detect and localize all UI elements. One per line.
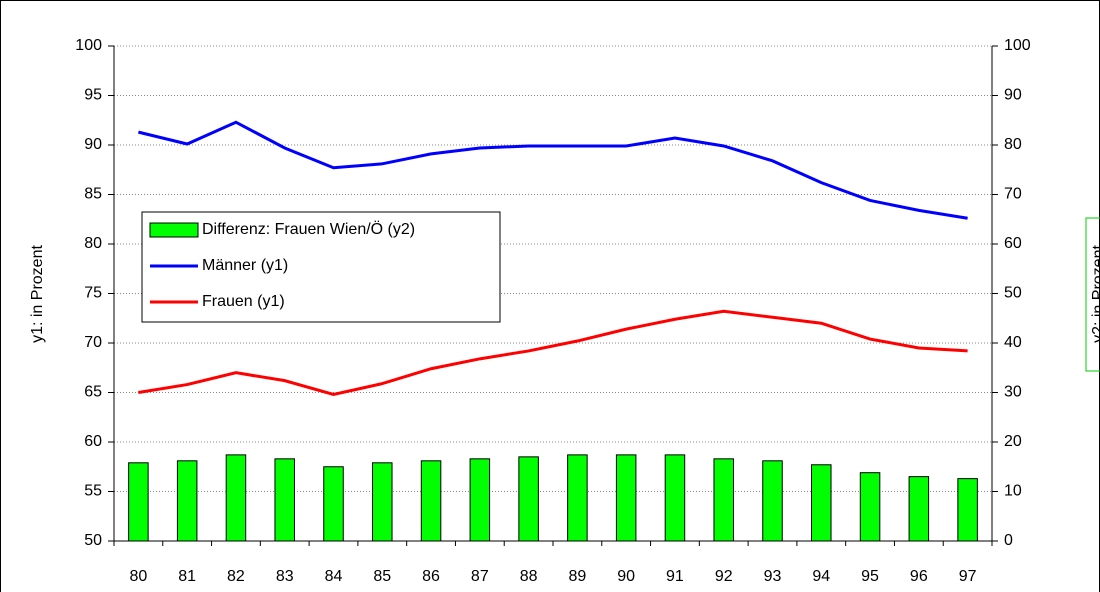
- bar: [664, 454, 686, 542]
- x-tick-label: 82: [227, 568, 245, 585]
- bar: [176, 460, 198, 542]
- y-tick-label: 60: [84, 433, 102, 450]
- x-tick-label: 84: [325, 568, 343, 585]
- x-tick-label: 96: [910, 568, 928, 585]
- x-tick-label: 97: [959, 568, 977, 585]
- bar: [225, 454, 247, 542]
- bar: [567, 454, 588, 542]
- x-tick-label: 83: [276, 568, 294, 585]
- y-tick-label: 100: [75, 37, 102, 54]
- x-tick-label: 94: [812, 568, 830, 585]
- y2-tick-label: 40: [1004, 334, 1022, 351]
- bar: [469, 458, 491, 542]
- bar: [323, 466, 344, 542]
- y-tick-label: 70: [84, 334, 102, 351]
- y-tick-label: 55: [84, 483, 102, 500]
- legend-swatch: [149, 222, 199, 238]
- x-tick-label: 89: [568, 568, 586, 585]
- y-tick-label: 50: [84, 532, 102, 549]
- legend-label: Frauen (y1): [202, 293, 285, 310]
- y2-tick-label: 0: [1004, 532, 1013, 549]
- x-tick-label: 87: [471, 568, 489, 585]
- legend-label: Differenz: Frauen Wien/Ö (y2): [202, 220, 415, 238]
- y2-tick-label: 20: [1004, 433, 1022, 450]
- y-tick-label: 75: [84, 285, 102, 302]
- x-tick-label: 91: [666, 568, 684, 585]
- y2-tick-label: 50: [1004, 285, 1022, 302]
- y2-tick-label: 70: [1004, 186, 1022, 203]
- bar: [518, 456, 539, 542]
- legend-box: [141, 211, 501, 323]
- bar: [274, 458, 295, 542]
- bar: [372, 462, 393, 542]
- x-tick-label: 86: [422, 568, 440, 585]
- bar: [811, 464, 832, 542]
- y2-tick-label: 60: [1004, 235, 1022, 252]
- bar: [615, 454, 637, 542]
- y-tick-label: 90: [84, 136, 102, 153]
- y2-tick-label: 80: [1004, 136, 1022, 153]
- bar: [908, 476, 930, 542]
- x-tick-label: 81: [178, 568, 196, 585]
- y-tick-label: 80: [84, 235, 102, 252]
- bar: [420, 460, 442, 542]
- y2-label-box: [1085, 217, 1100, 372]
- y2-tick-label: 90: [1004, 87, 1022, 104]
- x-tick-label: 95: [861, 568, 879, 585]
- x-tick-label: 93: [764, 568, 782, 585]
- x-tick-label: 88: [520, 568, 538, 585]
- y2-tick-label: 10: [1004, 483, 1022, 500]
- y2-tick-label: 30: [1004, 384, 1022, 401]
- bar: [762, 460, 783, 542]
- x-tick-label: 92: [715, 568, 733, 585]
- y-tick-label: 95: [84, 87, 102, 104]
- bar: [713, 458, 734, 542]
- y2-tick-label: 100: [1004, 37, 1031, 54]
- bar: [859, 472, 881, 542]
- x-tick-label: 85: [373, 568, 391, 585]
- legend-label: Männer (y1): [202, 257, 288, 274]
- line: [138, 309, 968, 397]
- bar: [128, 462, 149, 542]
- line: [138, 120, 968, 220]
- y-axis-label: y1: in Prozent: [29, 245, 46, 343]
- x-tick-label: 80: [129, 568, 147, 585]
- y-tick-label: 85: [84, 186, 102, 203]
- x-tick-label: 90: [617, 568, 635, 585]
- y-tick-label: 65: [84, 384, 102, 401]
- bar: [957, 478, 978, 542]
- y2-axis-label: y2: in Prozent: [1090, 245, 1100, 343]
